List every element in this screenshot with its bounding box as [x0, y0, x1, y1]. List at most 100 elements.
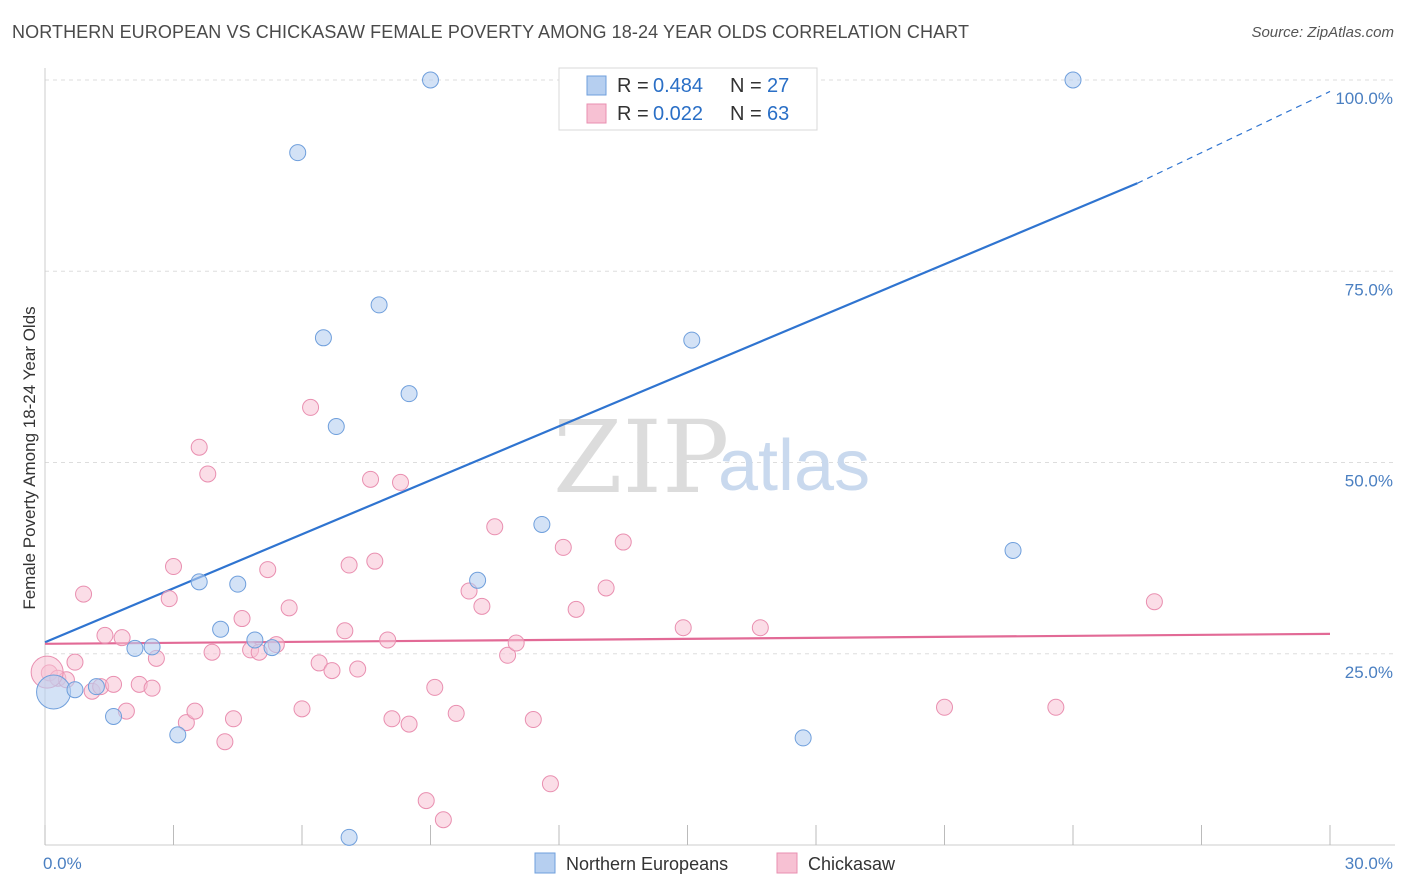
point-northern-europeans-26: [1064, 71, 1082, 89]
point-chickasaw-50: [507, 634, 525, 652]
trend-line-northern-europeans-extension: [1136, 90, 1331, 184]
point-northern-europeans-10: [246, 631, 264, 649]
point-northern-europeans-15: [340, 828, 358, 846]
point-chickasaw-47: [473, 597, 491, 615]
point-northern-europeans-13: [314, 329, 332, 347]
point-chickasaw-51: [524, 711, 542, 729]
legend-swatch-blue: [586, 75, 607, 96]
point-chickasaw-56: [614, 533, 632, 551]
point-chickasaw-44: [434, 811, 452, 829]
point-chickasaw-59: [936, 698, 953, 716]
point-chickasaw-60: [1047, 698, 1065, 716]
point-chickasaw-18: [190, 438, 208, 456]
point-chickasaw-28: [280, 599, 298, 617]
point-northern-europeans-17: [400, 385, 418, 403]
point-chickasaw-37: [366, 552, 384, 570]
point-chickasaw-35: [349, 660, 367, 678]
point-chickasaw-32: [323, 662, 341, 680]
point-northern-europeans-3: [105, 707, 123, 725]
x-tick-label-0: 0.0%: [43, 854, 82, 873]
point-chickasaw-23: [233, 610, 251, 628]
point-chickasaw-30: [302, 398, 320, 416]
point-northern-europeans-7: [190, 573, 208, 591]
legend-r-value-2: 0.022: [653, 103, 703, 125]
chart-title: NORTHERN EUROPEAN VS CHICKASAW FEMALE PO…: [12, 22, 970, 42]
x-tick-labels: 0.0% 30.0%: [43, 854, 1393, 873]
y-tick-label-1: 50.0%: [1345, 472, 1393, 491]
point-northern-europeans-25: [1004, 541, 1022, 559]
point-northern-europeans-6: [169, 726, 187, 744]
point-chickasaw-43: [426, 678, 444, 696]
point-chickasaw-14: [160, 590, 178, 608]
point-chickasaw-29: [293, 700, 311, 718]
point-northern-europeans-19: [469, 571, 487, 589]
point-chickasaw-52: [541, 775, 559, 793]
y-tick-label-0: 25.0%: [1345, 663, 1393, 682]
y-axis-title: Female Poverty Among 18-24 Year Olds: [20, 306, 39, 609]
legend-swatch-northern-europeans: [534, 852, 556, 874]
point-northern-europeans-24: [794, 729, 812, 747]
point-chickasaw-42: [417, 792, 435, 810]
point-chickasaw-19: [199, 465, 217, 483]
point-chickasaw-53: [554, 538, 572, 556]
legend-r-label-1: R =: [617, 75, 649, 97]
point-chickasaw-34: [340, 556, 358, 574]
point-chickasaw-55: [597, 579, 615, 597]
point-chickasaw-36: [362, 470, 380, 488]
axes: [44, 68, 1395, 846]
point-chickasaw-8: [105, 675, 123, 693]
trend-lines: [44, 90, 1331, 645]
legend-n-value-2: 63: [767, 103, 789, 125]
point-chickasaw-61: [1145, 593, 1163, 611]
grid-lines: [45, 79, 1395, 655]
point-northern-europeans-11: [263, 639, 281, 657]
point-northern-europeans-1: [66, 681, 84, 699]
point-northern-europeans-14: [327, 418, 345, 436]
stats-legend: R = 0.484 N = 27 R = 0.022 N = 63: [558, 67, 818, 131]
point-chickasaw-26: [259, 561, 277, 579]
point-chickasaw-38: [379, 631, 397, 649]
point-northern-europeans-9: [229, 575, 247, 593]
legend-label-northern-europeans: Northern Europeans: [566, 854, 728, 874]
watermark: ZIP atlas: [553, 399, 870, 516]
point-northern-europeans-0: [36, 674, 72, 710]
point-chickasaw-12: [143, 679, 161, 697]
point-chickasaw-54: [567, 600, 585, 618]
point-chickasaw-9: [113, 629, 131, 647]
point-northern-europeans-12: [289, 144, 307, 162]
series-legend: Northern Europeans Chickasaw: [534, 852, 896, 874]
point-northern-europeans-20: [533, 515, 551, 533]
y-tick-label-2: 75.0%: [1345, 280, 1393, 299]
point-northern-europeans-16: [370, 296, 388, 314]
point-chickasaw-17: [186, 702, 204, 720]
legend-n-label-1: N =: [730, 75, 762, 97]
legend-n-value-1: 27: [767, 75, 789, 97]
point-chickasaw-45: [447, 704, 465, 722]
point-chickasaw-41: [400, 715, 418, 733]
point-chickasaw-31: [310, 654, 328, 672]
point-chickasaw-49: [499, 646, 517, 664]
watermark-zip: ZIP: [553, 399, 729, 516]
point-northern-europeans-5: [143, 638, 161, 656]
y-tick-label-3: 100.0%: [1335, 89, 1393, 108]
legend-swatch-pink: [586, 103, 607, 124]
point-chickasaw-7: [96, 626, 114, 644]
x-tick-label-1: 30.0%: [1345, 854, 1393, 873]
point-northern-europeans-23: [683, 331, 701, 349]
legend-r-value-1: 0.484: [653, 75, 703, 97]
point-chickasaw-58: [751, 619, 769, 637]
point-chickasaw-33: [336, 622, 354, 640]
source-label: Source: ZipAtlas.com: [1251, 24, 1394, 41]
point-chickasaw-20: [203, 643, 221, 661]
point-chickasaw-39: [383, 710, 401, 728]
watermark-atlas: atlas: [718, 426, 870, 506]
point-chickasaw-21: [216, 733, 234, 751]
trend-line-chickasaw: [44, 632, 1331, 645]
point-chickasaw-40: [392, 473, 410, 491]
point-chickasaw-4: [75, 585, 93, 603]
point-chickasaw-22: [224, 710, 242, 728]
point-chickasaw-15: [165, 558, 182, 576]
point-northern-europeans-4: [126, 639, 144, 657]
point-chickasaw-3: [66, 653, 84, 671]
point-northern-europeans-18: [422, 71, 439, 89]
